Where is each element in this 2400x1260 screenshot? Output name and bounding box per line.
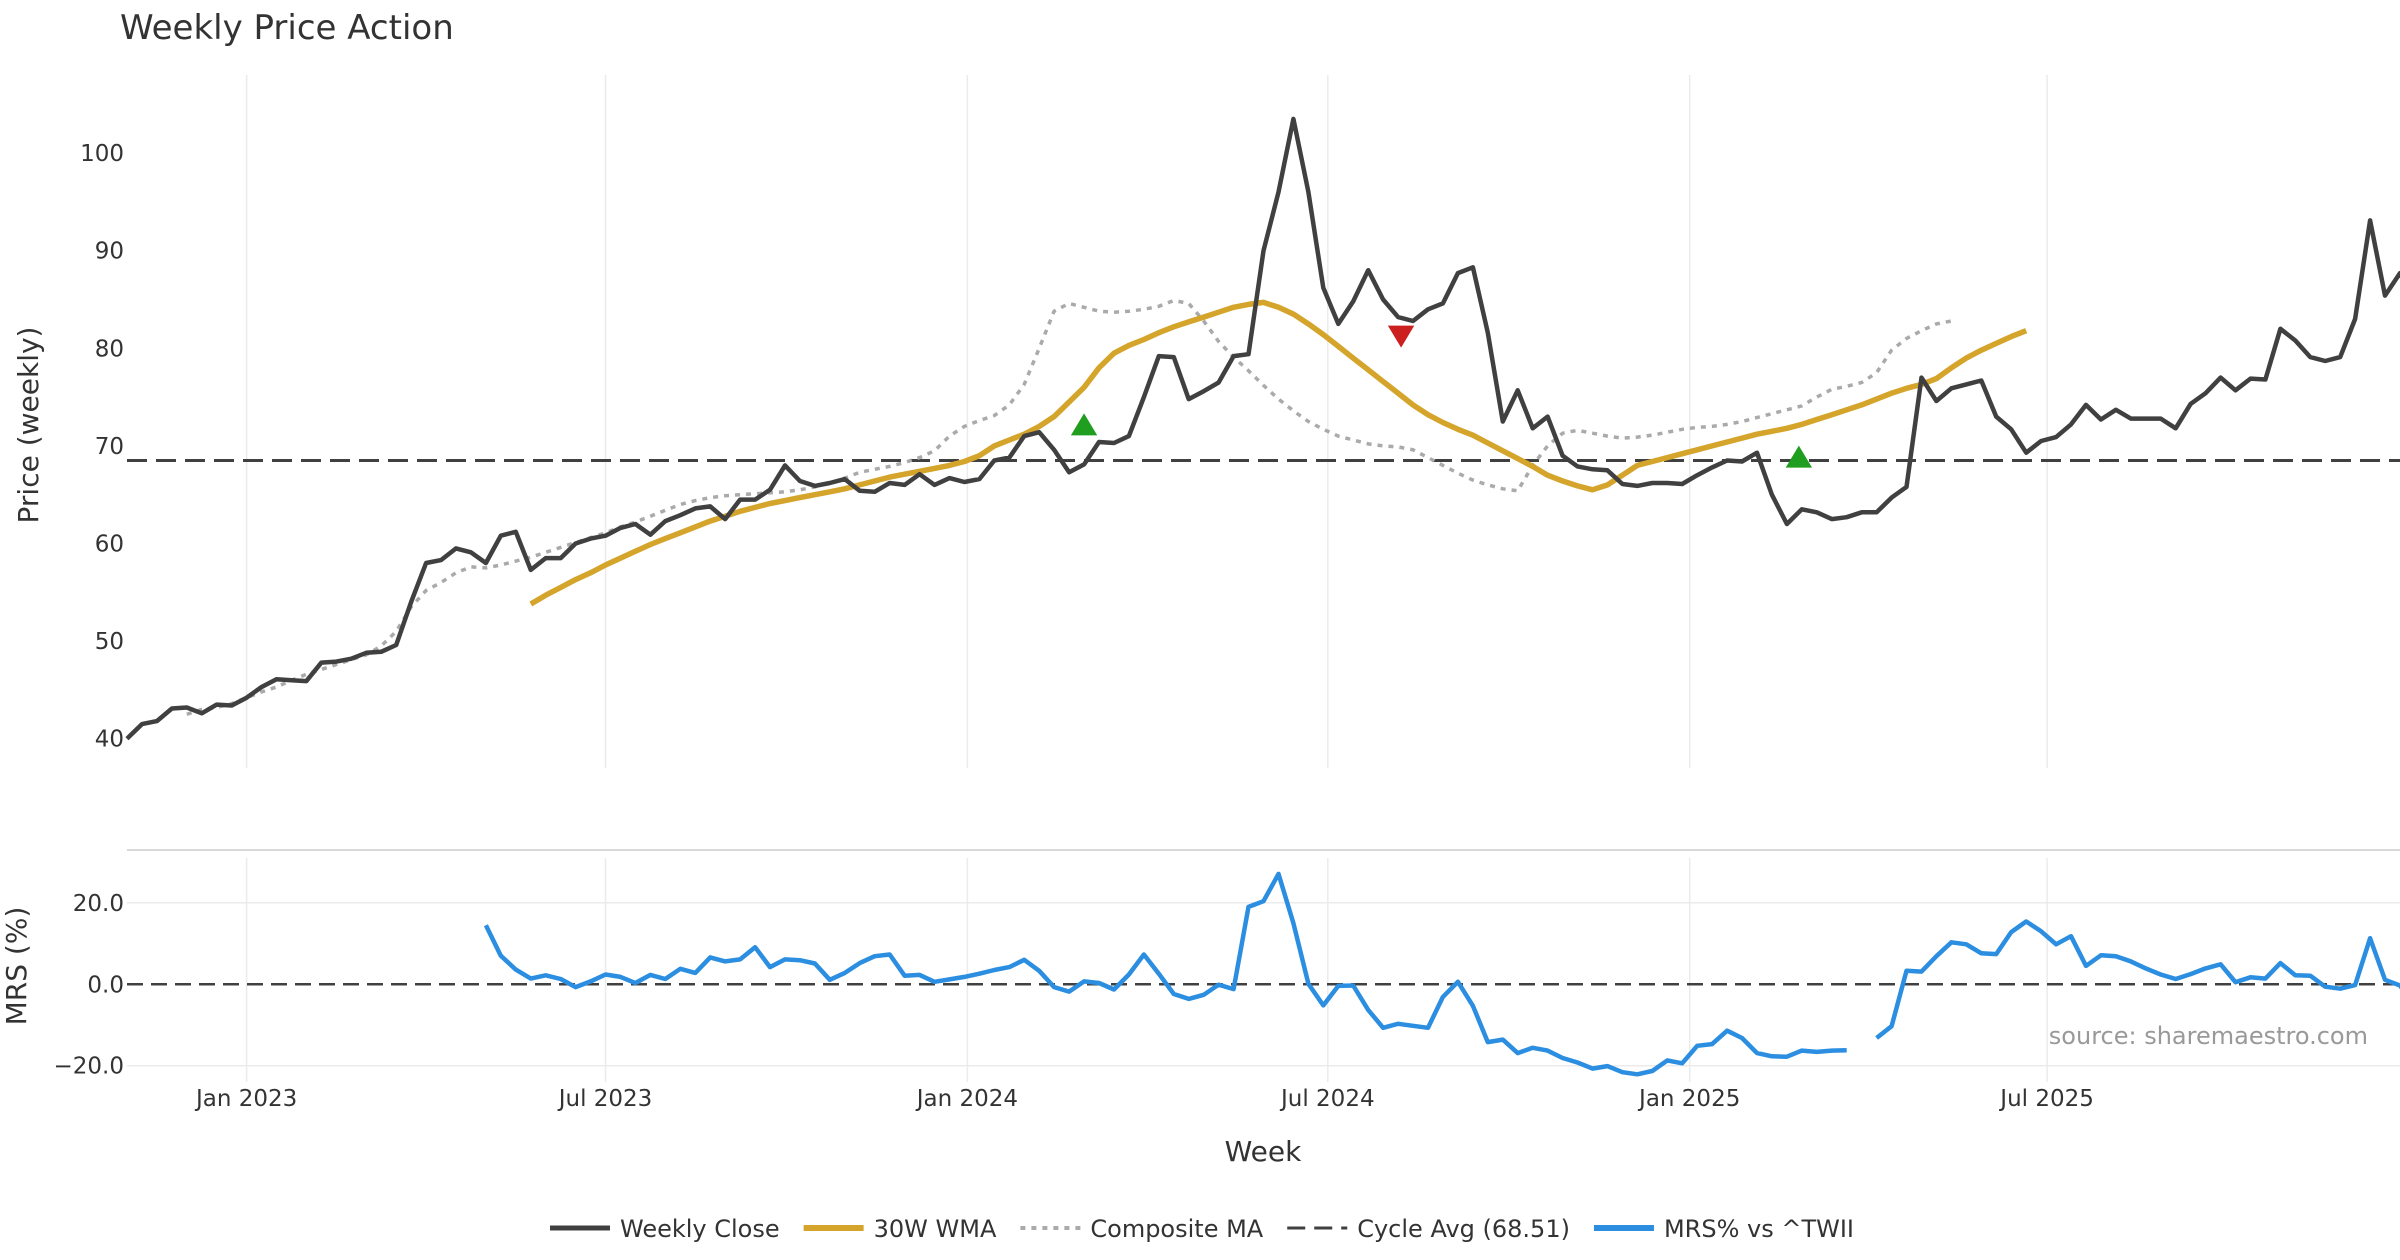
mrs-y-axis: 20.0 0.0 −20.0 (54, 891, 124, 1080)
mrs-series-group (127, 871, 2400, 1077)
x-tick-label: Jul 2024 (1279, 1086, 1375, 1112)
price-y-tick-label: 50 (95, 629, 124, 655)
x-tick-label: Jan 2024 (915, 1086, 1018, 1112)
mrs-y-tick-label: −20.0 (54, 1054, 124, 1080)
x-tick-label: Jul 2025 (1998, 1086, 2094, 1112)
legend-label-composite: Composite MA (1090, 1215, 1263, 1243)
legend-label-wma: 30W WMA (874, 1215, 997, 1243)
mrs-line (1875, 919, 2400, 1040)
price-y-tick-label: 100 (80, 141, 124, 167)
price-y-tick-label: 60 (95, 532, 124, 558)
legend-label-cycle: Cycle Avg (68.51) (1357, 1215, 1570, 1243)
x-tick-label: Jan 2023 (194, 1086, 297, 1112)
price-y-tick-label: 40 (95, 727, 124, 753)
source-credit: source: sharemaestro.com (2049, 1022, 2368, 1050)
buy-signal-marker (1785, 445, 1813, 468)
mrs-y-tick-label: 0.0 (87, 972, 124, 998)
signal-markers (1070, 325, 1813, 468)
price-y-tick-label: 70 (95, 434, 124, 460)
chart-title: Weekly Price Action (120, 8, 454, 48)
price-y-axis: 40 50 60 70 80 90 100 (80, 141, 124, 753)
buy-signal-marker (1070, 413, 1098, 436)
price-series-group (125, 116, 2400, 741)
mrs-line (483, 871, 1847, 1077)
price-y-axis-label: Price (weekly) (12, 327, 45, 524)
weekly-close-line (125, 116, 2400, 741)
x-axis-label: Week (1225, 1135, 1302, 1168)
x-tick-label: Jan 2025 (1637, 1086, 1740, 1112)
mrs-y-axis-label: MRS (%) (0, 907, 33, 1026)
price-y-tick-label: 90 (95, 239, 124, 265)
legend-label-close: Weekly Close (620, 1215, 780, 1243)
price-grid (245, 75, 2048, 768)
legend-label-mrs: MRS% vs ^TWII (1664, 1215, 1854, 1243)
legend: Weekly Close 30W WMA Composite MA Cycle Avg… (550, 1215, 1854, 1243)
mrs-y-tick-label: 20.0 (73, 891, 124, 917)
sell-signal-marker (1387, 325, 1415, 348)
x-tick-label: Jul 2023 (557, 1086, 653, 1112)
wma-line (529, 299, 2028, 607)
x-axis: Jan 2023 Jul 2023 Jan 2024 Jul 2024 Jan 2025… (194, 1086, 2094, 1112)
price-y-tick-label: 80 (95, 336, 124, 362)
